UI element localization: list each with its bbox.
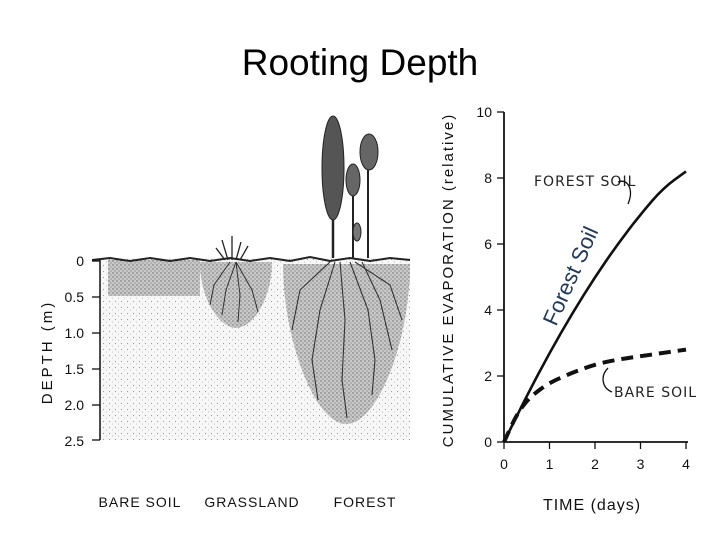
x-tick-label: 1 bbox=[546, 456, 554, 472]
x-tick-label: 2 bbox=[591, 456, 599, 472]
bare-soil-label: BARE SOIL bbox=[99, 494, 182, 510]
evaporation-chart: 0 2 4 6 8 10 0 1 2 3 4 CUMULATIVE EVAPORATION (re… bbox=[440, 104, 697, 514]
forest-trees bbox=[321, 115, 379, 258]
y-ticks: 0 2 4 6 8 10 bbox=[476, 104, 504, 450]
depth-tick-label: 1.5 bbox=[65, 361, 85, 377]
x-tick-label: 4 bbox=[682, 456, 690, 472]
grassland-label: GRASSLAND bbox=[204, 494, 299, 510]
depth-axis: DEPTH (m) 0 0.5 1.0 1.5 2.0 2.5 bbox=[39, 253, 101, 449]
forest-soil-series-label: FOREST SOIL bbox=[534, 174, 636, 190]
forest-soil-line bbox=[502, 170, 687, 443]
y-tick-label: 10 bbox=[476, 104, 492, 120]
depth-tick-label: 2.5 bbox=[65, 433, 85, 449]
x-axis-label: TIME (days) bbox=[543, 497, 641, 514]
bare-soil-series-label: BARE SOIL bbox=[614, 385, 697, 401]
forest-roots bbox=[291, 261, 403, 419]
bare-soil-line bbox=[502, 347, 687, 443]
forest-soil-annotation: Forest Soil bbox=[538, 223, 604, 329]
grassland-roots bbox=[209, 261, 259, 323]
depth-tick-label: 0.5 bbox=[65, 289, 85, 305]
y-tick-label: 2 bbox=[484, 368, 492, 384]
forest-root-zone bbox=[283, 264, 410, 424]
y-tick-label: 8 bbox=[484, 170, 492, 186]
soil-profile bbox=[91, 255, 411, 440]
depth-tick-label: 0 bbox=[76, 253, 84, 269]
forest-soil-leader bbox=[617, 180, 632, 205]
x-ticks: 0 1 2 3 4 bbox=[500, 442, 690, 472]
series-layer bbox=[502, 170, 687, 443]
forest-label: FOREST bbox=[334, 494, 397, 510]
ground-surface bbox=[91, 255, 411, 263]
bare-soil-leader bbox=[602, 367, 613, 393]
y-axis-label: CUMULATIVE EVAPORATION (relative) bbox=[440, 113, 457, 447]
depth-axis-label: DEPTH (m) bbox=[39, 300, 56, 405]
bare-soil-root-zone bbox=[108, 260, 200, 296]
x-tick-label: 3 bbox=[637, 456, 645, 472]
depth-tick-label: 2.0 bbox=[65, 397, 85, 413]
slide-title: Rooting Depth bbox=[241, 42, 479, 83]
y-tick-label: 0 bbox=[484, 434, 492, 450]
y-tick-label: 6 bbox=[484, 236, 492, 252]
y-tick-label: 4 bbox=[484, 302, 492, 318]
grass-tuft bbox=[215, 236, 249, 261]
x-tick-label: 0 bbox=[500, 456, 508, 472]
depth-tick-label: 1.0 bbox=[65, 325, 85, 341]
